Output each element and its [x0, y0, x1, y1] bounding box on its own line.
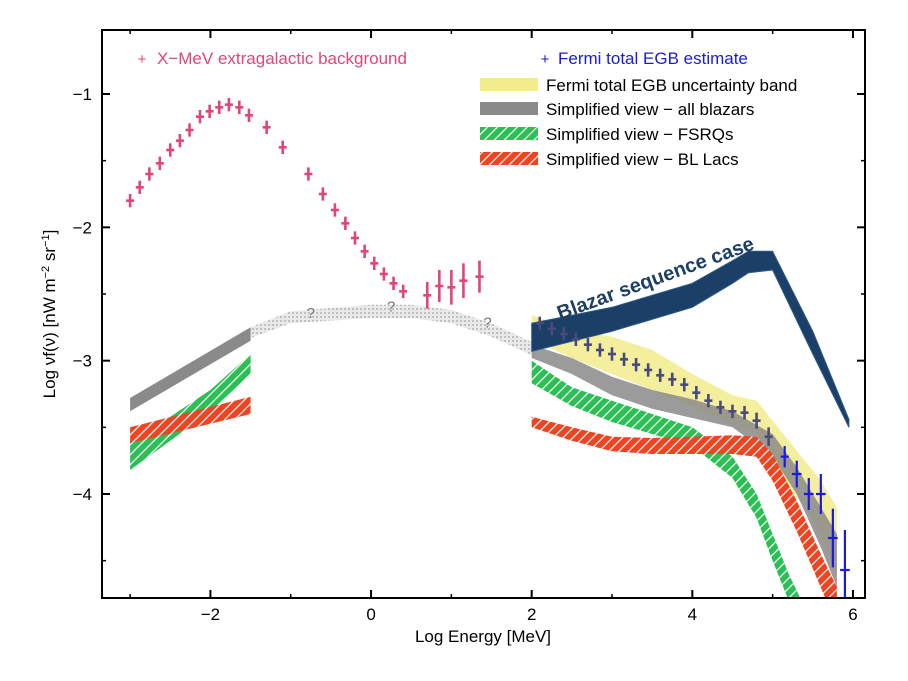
fsrq-band-right: [531, 360, 801, 598]
fermi-point-1: [791, 460, 802, 488]
fermi-dark-point-8: [632, 358, 641, 372]
xmev-point-11: [235, 100, 244, 114]
fermi-point-0: [780, 446, 789, 468]
plot-frame: [101, 29, 866, 599]
legend-band-swatch: [480, 78, 538, 91]
fermi-dark-point-16: [728, 404, 737, 418]
y-tick-label-3: −4: [73, 485, 92, 504]
fermi-dark-point-5: [595, 343, 604, 357]
legend-blazars-swatch: [480, 102, 538, 115]
fermi-dark-point-7: [620, 352, 629, 366]
fermi-dark-point-0: [535, 316, 544, 330]
blazar-sequence-band: [531, 250, 850, 428]
xmev-point-13: [262, 120, 271, 134]
xmev-point-15: [304, 167, 313, 181]
x-tick-label-2: 2: [527, 605, 536, 624]
legend: + X−MeV extragalactic background + Fermi…: [138, 49, 798, 169]
x-tick-label-0: −2: [201, 605, 220, 624]
y-tick-label-1: −2: [73, 218, 92, 237]
blazars-band-left: [130, 327, 251, 412]
fermi-dark-point-2: [559, 327, 568, 341]
bllac-band-left: [130, 396, 251, 444]
fermi-dark-point-11: [668, 372, 677, 386]
xmev-point-23: [389, 276, 398, 290]
xmev-point-1: [135, 180, 144, 194]
fermi-dark-point-12: [680, 378, 689, 392]
x-axis-title: Log Energy [MeV]: [415, 627, 551, 646]
fermi-point-5: [840, 530, 850, 598]
legend-fsrq-swatch: [480, 127, 538, 140]
xmev-point-18: [341, 216, 350, 230]
axes: −2 0 2 4 6 −1 −2 −3 −4: [73, 30, 865, 624]
y-tick-label-2: −3: [73, 352, 92, 371]
xmev-point-14: [278, 140, 287, 154]
xmev-point-7: [195, 110, 205, 124]
xmev-point-22: [379, 267, 388, 281]
xmev-point-17: [330, 203, 339, 217]
xmev-point-21: [370, 256, 379, 270]
fermi-dark-point-19: [764, 427, 773, 446]
interpolation-bridge-band: [250, 304, 532, 356]
fermi-dark-point-6: [607, 347, 617, 361]
fermi-dark-point-9: [644, 363, 653, 377]
xmev-point-3: [155, 156, 164, 170]
fermi-dark-point-10: [656, 368, 665, 382]
x-tick-label-4: 6: [848, 605, 857, 624]
question-mark-1: ?: [387, 298, 395, 315]
question-mark-2: ?: [483, 314, 491, 331]
xmev-point-6: [185, 123, 194, 137]
xmev-point-24: [399, 284, 408, 298]
xmev-point-4: [166, 143, 175, 157]
legend-fermi-label: Fermi total EGB estimate: [558, 49, 748, 68]
fermi-dark-point-3: [571, 332, 580, 346]
xmev-point-27: [447, 270, 456, 305]
legend-fermi-marker: +: [541, 51, 550, 68]
xmev-point-12: [244, 108, 253, 122]
xmev-point-19: [350, 231, 360, 245]
fermi-dark-point-17: [740, 406, 749, 420]
legend-xmev-marker: +: [138, 51, 147, 68]
question-mark-0: ?: [307, 305, 315, 322]
plot-area: ???: [126, 98, 850, 598]
bllac-band-right: [531, 416, 837, 598]
fermi-dark-point-1: [547, 322, 556, 336]
xmev-point-9: [215, 100, 224, 114]
legend-blazars-label: Simplified view − all blazars: [546, 100, 754, 119]
legend-fsrq-label: Simplified view − FSRQs: [546, 125, 734, 144]
fermi-dark-point-4: [583, 338, 592, 352]
xmev-point-0: [126, 194, 135, 208]
x-tick-label-1: 0: [366, 605, 375, 624]
y-axis-title: Log νf(ν) [nW m−2 sr−1]: [40, 230, 59, 399]
xmev-point-20: [360, 244, 369, 258]
blazars-band-right: [531, 344, 837, 588]
xmev-point-16: [318, 187, 327, 201]
x-tick-label-3: 4: [688, 605, 697, 624]
xmev-point-26: [435, 270, 444, 302]
fermi-dark-point-18: [752, 412, 761, 429]
legend-band-label: Fermi total EGB uncertainty band: [546, 76, 797, 95]
fermi-dark-point-15: [716, 400, 725, 414]
fermi-point-3: [816, 474, 826, 514]
y-tick-label-0: −1: [73, 85, 92, 104]
xmev-point-5: [175, 134, 184, 148]
fermi-dark-point-14: [704, 394, 713, 408]
fermi-point-4: [828, 508, 838, 568]
xmev-point-2: [145, 167, 154, 181]
fermi-dark-point-13: [692, 386, 701, 400]
legend-bllac-label: Simplified view − BL Lacs: [546, 150, 739, 169]
xmev-point-28: [459, 263, 468, 298]
xmev-point-10: [224, 98, 233, 112]
fermi-point-2: [803, 478, 814, 510]
legend-bllac-swatch: [480, 152, 538, 165]
xmev-point-25: [423, 282, 432, 309]
xmev-point-29: [475, 260, 484, 293]
legend-xmev-label: X−MeV extragalactic background: [157, 49, 407, 68]
xmev-point-8: [205, 104, 214, 118]
